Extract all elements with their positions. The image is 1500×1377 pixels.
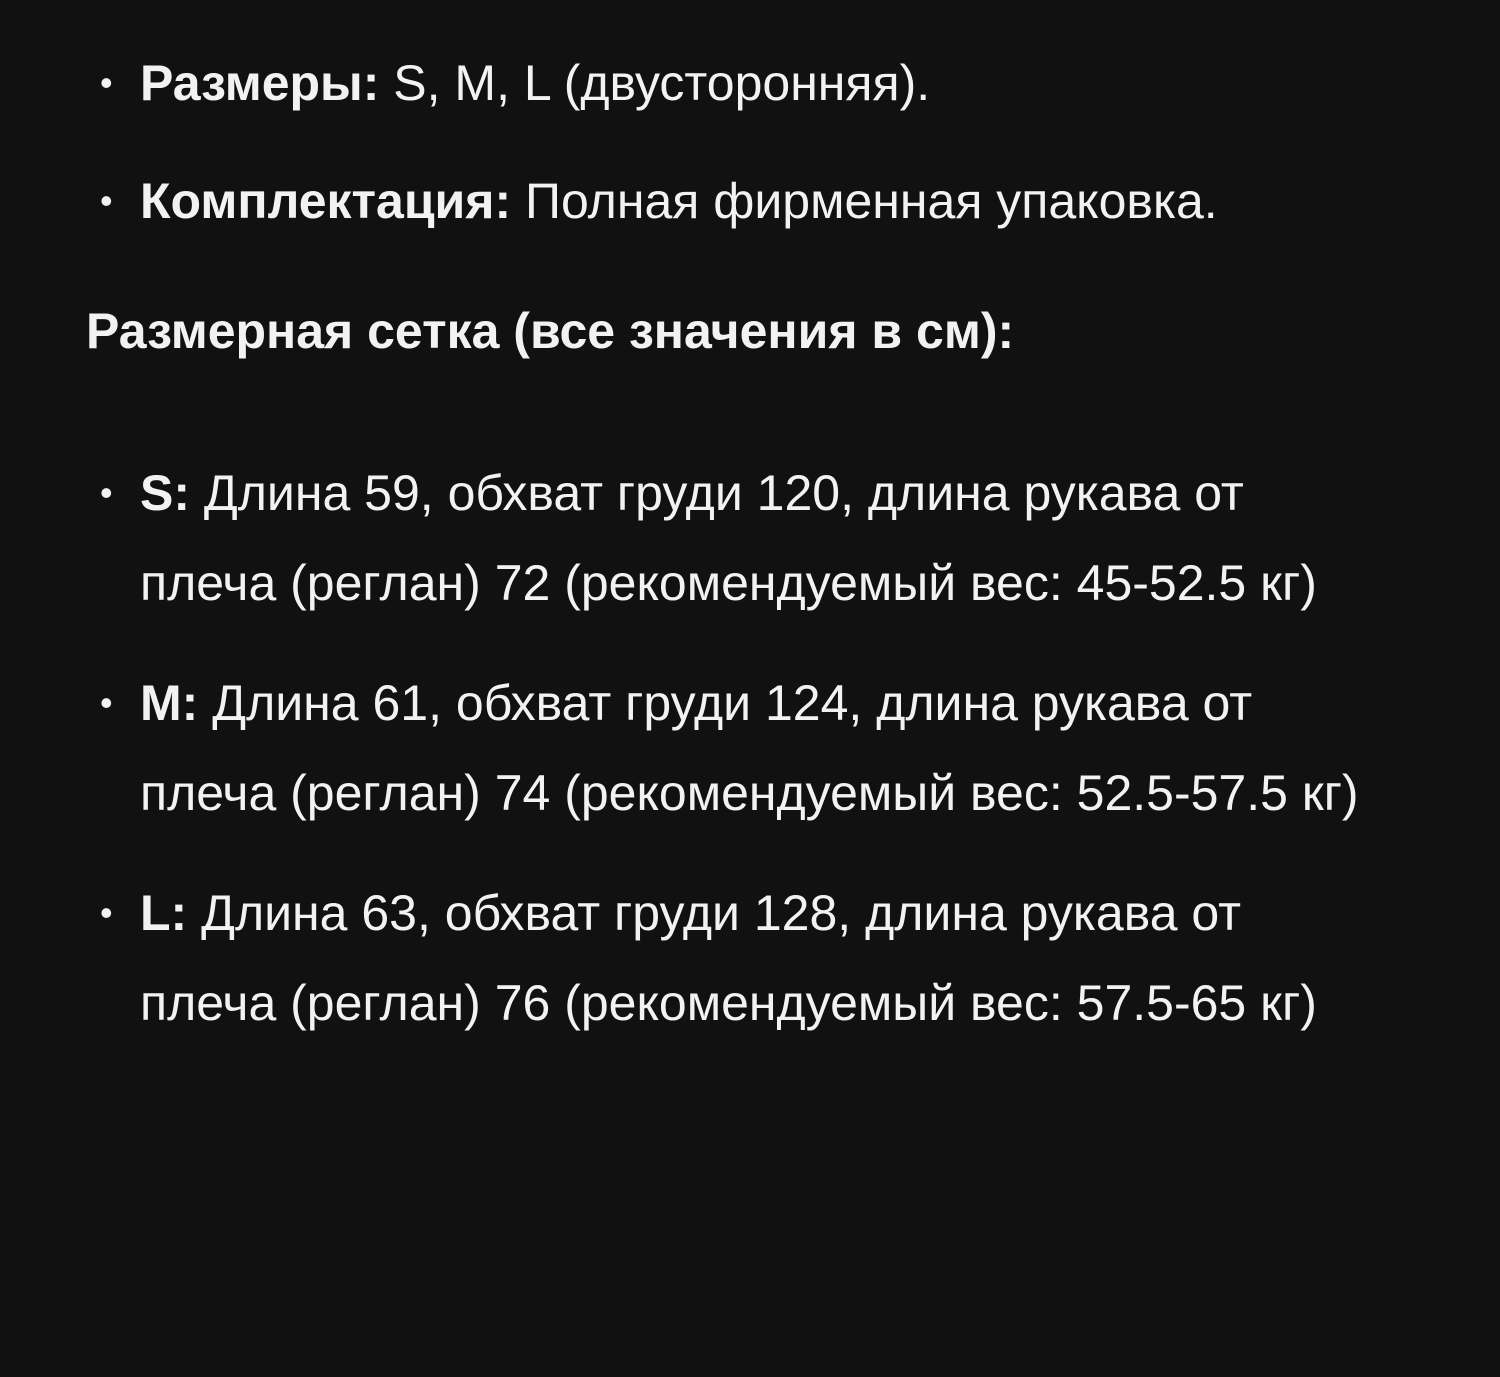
bullet-icon: • — [100, 892, 113, 933]
list-item-size-s: • S: Длина 59, обхват груди 120, длина ру… — [86, 448, 1380, 628]
bullet-icon: • — [100, 62, 113, 103]
item-text: Длина 61, обхват груди 124, длина рукава… — [140, 675, 1359, 821]
item-text: Полная фирменная упаковка. — [511, 173, 1218, 229]
document-content: • Размеры: S, M, L (двусторонняя). • Компл… — [86, 38, 1426, 1078]
bullet-icon: • — [100, 472, 113, 513]
item-label: Размеры: — [140, 55, 380, 111]
item-text: Длина 59, обхват груди 120, длина рукава… — [140, 465, 1317, 611]
bullet-icon: • — [100, 682, 113, 723]
features-list: • Размеры: S, M, L (двусторонняя). • Компл… — [86, 38, 1426, 246]
item-text: S, M, L (двусторонняя). — [379, 55, 931, 111]
item-text: Длина 63, обхват груди 128, длина рукава… — [140, 885, 1317, 1031]
size-chart-heading: Размерная сетка (все значения в см): — [86, 303, 1015, 359]
list-item-package: • Комплектация: Полная фирменная упаковка… — [86, 156, 1426, 246]
bullet-icon: • — [100, 180, 113, 221]
list-item-sizes: • Размеры: S, M, L (двусторонняя). — [86, 38, 1426, 128]
item-label: Комплектация: — [140, 173, 512, 229]
list-item-size-l: • L: Длина 63, обхват груди 128, длина ру… — [86, 868, 1380, 1048]
list-item-size-m: • M: Длина 61, обхват груди 124, длина ру… — [86, 658, 1380, 838]
size-chart-list: • S: Длина 59, обхват груди 120, длина ру… — [86, 448, 1426, 1048]
item-label: M: — [140, 675, 199, 731]
item-label: L: — [140, 885, 188, 941]
item-label: S: — [140, 465, 190, 521]
